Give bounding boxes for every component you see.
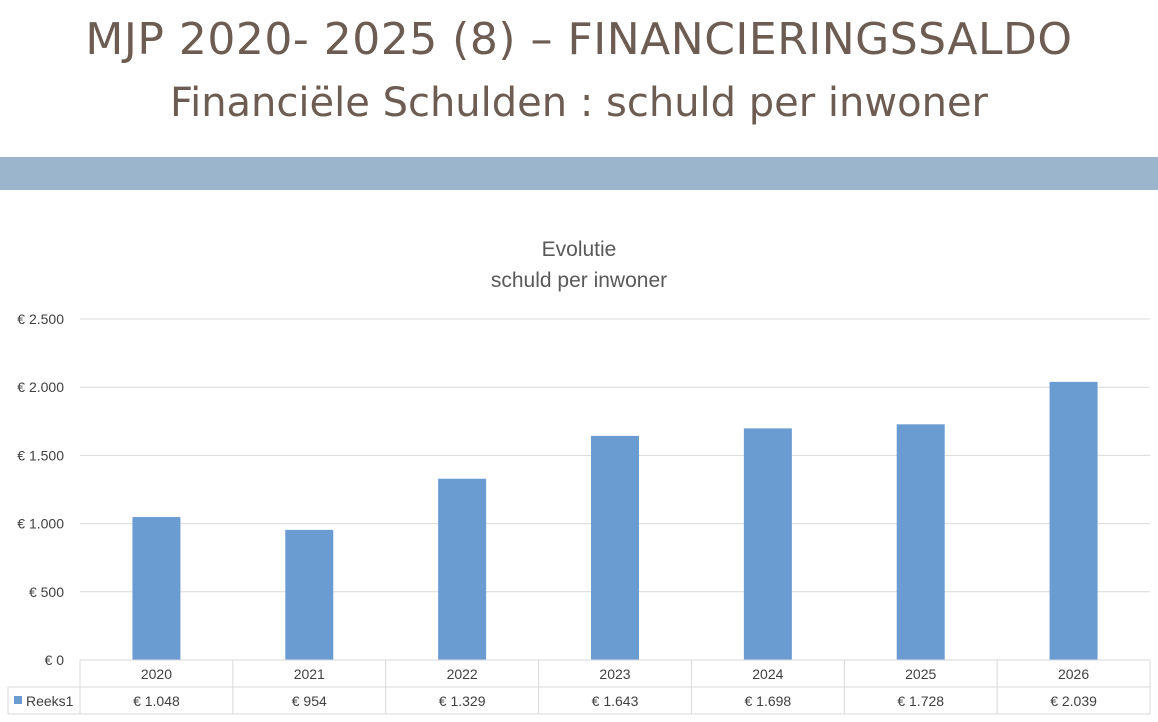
legend-swatch (14, 696, 22, 704)
header-band (0, 157, 1158, 190)
x-tick-label: 2023 (599, 666, 630, 682)
y-tick-label: € 500 (29, 584, 64, 600)
legend-label: Reeks1 (26, 693, 74, 709)
x-tick-label: 2021 (294, 666, 325, 682)
bar (285, 529, 334, 660)
bar (591, 435, 639, 660)
data-label: € 2.039 (1050, 693, 1097, 709)
data-label: € 1.728 (897, 693, 944, 709)
x-tick-label: 2026 (1058, 666, 1089, 682)
bar (438, 478, 487, 660)
x-tick-label: 2024 (752, 666, 783, 682)
chart-title-line-1: Evolutie (541, 238, 617, 261)
y-tick-label: € 1.500 (17, 447, 64, 463)
x-tick-label: 2025 (905, 666, 936, 682)
bar (132, 517, 181, 660)
data-label: € 1.048 (133, 693, 180, 709)
data-label: € 1.698 (744, 693, 791, 709)
data-label: € 954 (292, 693, 327, 709)
y-tick-label: € 2.500 (17, 311, 64, 327)
y-tick-label: € 2.000 (17, 379, 64, 395)
bar (1049, 381, 1098, 660)
bar (896, 424, 945, 660)
data-label: € 1.643 (592, 693, 639, 709)
slide-subtitle: Financiële Schulden : schuld per inwoner (169, 80, 988, 126)
chart-title-line-2: schuld per inwoner (490, 269, 668, 292)
slide-title: MJP 2020- 2025 (8) – FINANCIERINGSSALDO (85, 14, 1073, 65)
x-tick-label: 2020 (141, 666, 172, 682)
data-label: € 1.329 (439, 693, 486, 709)
bar (743, 428, 792, 660)
y-tick-label: € 0 (45, 652, 65, 668)
x-tick-label: 2022 (447, 666, 478, 682)
y-tick-label: € 1.000 (17, 516, 64, 532)
